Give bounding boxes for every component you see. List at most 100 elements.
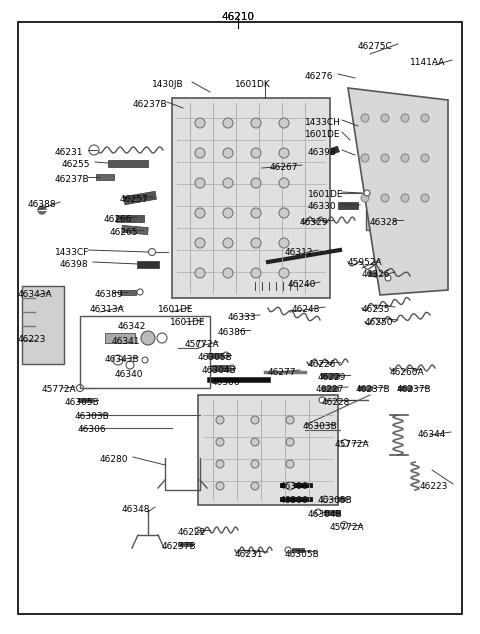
Text: 46210: 46210 bbox=[221, 12, 254, 22]
Circle shape bbox=[216, 438, 224, 446]
Circle shape bbox=[381, 194, 389, 202]
Bar bbox=[366, 210, 394, 230]
Text: 46304B: 46304B bbox=[202, 366, 237, 375]
Bar bbox=[78, 398, 92, 402]
Text: 46304B: 46304B bbox=[308, 510, 343, 519]
Text: 46231: 46231 bbox=[235, 550, 264, 559]
Bar bbox=[198, 395, 338, 505]
Circle shape bbox=[195, 148, 205, 158]
Text: 46343B: 46343B bbox=[105, 355, 140, 364]
Circle shape bbox=[223, 208, 233, 218]
Text: 46226: 46226 bbox=[308, 360, 336, 369]
Circle shape bbox=[279, 268, 289, 278]
Circle shape bbox=[223, 352, 229, 358]
Text: 46276: 46276 bbox=[305, 72, 334, 81]
Bar bbox=[338, 202, 358, 209]
Bar bbox=[324, 510, 340, 515]
Text: 46210: 46210 bbox=[221, 12, 254, 22]
Circle shape bbox=[361, 194, 369, 202]
Circle shape bbox=[385, 275, 391, 281]
Bar bbox=[123, 191, 156, 205]
Circle shape bbox=[286, 438, 294, 446]
Text: 46388: 46388 bbox=[28, 200, 57, 209]
Text: 46305B: 46305B bbox=[285, 550, 320, 559]
Text: 46343A: 46343A bbox=[18, 290, 53, 299]
Text: 46386: 46386 bbox=[218, 328, 247, 337]
Text: 45772A: 45772A bbox=[42, 385, 77, 394]
Text: 46260A: 46260A bbox=[390, 368, 425, 377]
Circle shape bbox=[421, 194, 429, 202]
Circle shape bbox=[195, 208, 205, 218]
Circle shape bbox=[421, 154, 429, 162]
Text: 46229: 46229 bbox=[318, 373, 347, 382]
Text: 46340: 46340 bbox=[115, 370, 144, 379]
Bar bbox=[322, 385, 338, 391]
Text: 1433CH: 1433CH bbox=[305, 118, 341, 127]
Circle shape bbox=[421, 114, 429, 122]
Circle shape bbox=[195, 527, 201, 533]
Text: 46277: 46277 bbox=[268, 368, 297, 377]
Circle shape bbox=[279, 208, 289, 218]
Text: 46306: 46306 bbox=[280, 482, 309, 491]
Text: 45952A: 45952A bbox=[348, 258, 383, 267]
Text: 46227: 46227 bbox=[316, 385, 344, 394]
Bar bbox=[255, 280, 305, 290]
Circle shape bbox=[251, 460, 259, 468]
Circle shape bbox=[38, 206, 46, 214]
Circle shape bbox=[126, 361, 134, 369]
Bar bbox=[122, 225, 148, 235]
Bar bbox=[211, 365, 229, 371]
Text: 46333: 46333 bbox=[228, 313, 257, 322]
Bar bbox=[331, 497, 345, 501]
Text: 1601DE: 1601DE bbox=[308, 190, 344, 199]
Text: 46306: 46306 bbox=[280, 496, 309, 505]
Text: 46248: 46248 bbox=[292, 305, 320, 314]
Text: 46341: 46341 bbox=[112, 337, 141, 346]
Text: 1601DE: 1601DE bbox=[305, 130, 340, 139]
Text: 46237B: 46237B bbox=[55, 175, 90, 184]
Circle shape bbox=[223, 238, 233, 248]
Text: 46398: 46398 bbox=[308, 148, 336, 157]
Text: 1601DE: 1601DE bbox=[158, 305, 193, 314]
Text: 45772A: 45772A bbox=[185, 340, 220, 349]
Text: 46330: 46330 bbox=[308, 202, 336, 211]
Text: 46266: 46266 bbox=[104, 215, 132, 224]
Circle shape bbox=[361, 154, 369, 162]
Text: 46228: 46228 bbox=[322, 398, 350, 407]
Circle shape bbox=[361, 114, 369, 122]
Polygon shape bbox=[348, 88, 448, 295]
Text: 46389: 46389 bbox=[95, 290, 124, 299]
Circle shape bbox=[322, 496, 328, 502]
Text: 1601DE: 1601DE bbox=[170, 318, 205, 327]
Circle shape bbox=[381, 114, 389, 122]
Text: 46237B: 46237B bbox=[397, 385, 432, 394]
Circle shape bbox=[223, 178, 233, 188]
Circle shape bbox=[279, 178, 289, 188]
Text: 46257: 46257 bbox=[120, 195, 148, 204]
Circle shape bbox=[251, 238, 261, 248]
Circle shape bbox=[216, 482, 224, 490]
Bar bbox=[292, 548, 304, 552]
Bar bbox=[172, 98, 330, 298]
Bar bbox=[207, 353, 223, 358]
Text: 46231: 46231 bbox=[55, 148, 84, 157]
Circle shape bbox=[315, 509, 321, 515]
Circle shape bbox=[251, 416, 259, 424]
Text: 46305B: 46305B bbox=[198, 353, 233, 362]
Circle shape bbox=[76, 384, 84, 392]
Text: 46328: 46328 bbox=[370, 218, 398, 227]
Bar bbox=[137, 261, 159, 268]
Circle shape bbox=[223, 268, 233, 278]
Text: 46313A: 46313A bbox=[90, 305, 125, 314]
Text: 46237B: 46237B bbox=[162, 542, 197, 551]
Bar bbox=[108, 160, 148, 167]
Circle shape bbox=[196, 340, 204, 347]
Bar bbox=[178, 542, 192, 546]
Circle shape bbox=[142, 357, 148, 363]
Text: 46312: 46312 bbox=[285, 248, 313, 257]
Text: 46223: 46223 bbox=[18, 335, 47, 344]
Circle shape bbox=[285, 547, 291, 553]
Text: 46305B: 46305B bbox=[318, 496, 353, 505]
Text: 46303B: 46303B bbox=[303, 422, 338, 431]
Text: 46275C: 46275C bbox=[358, 42, 393, 51]
